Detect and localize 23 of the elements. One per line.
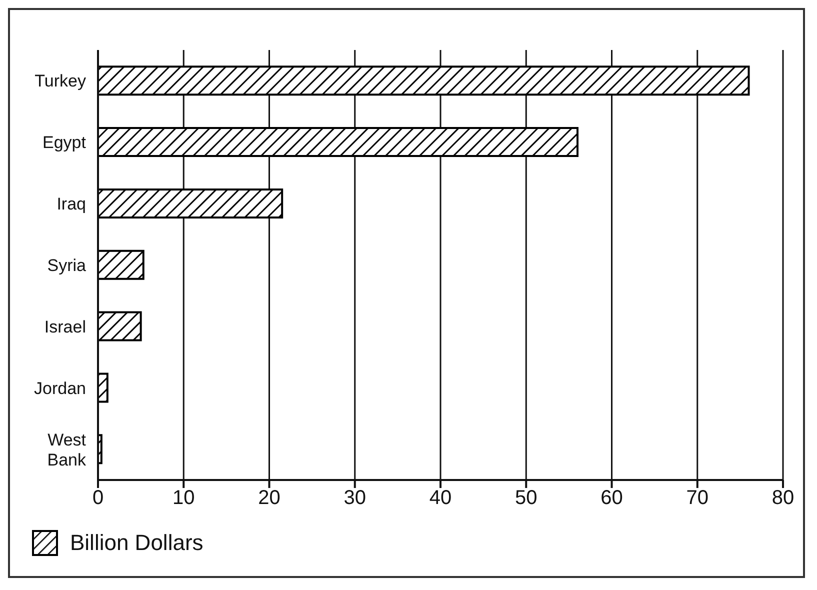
x-tick-label: 80 [772,487,794,510]
y-tick-label: Iraq [56,194,86,214]
y-tick-label: Israel [44,316,86,336]
x-tick-label: 60 [600,487,623,510]
x-tick-label: 30 [344,487,366,510]
y-tick-label: Turkey [34,71,86,90]
bar [98,188,284,218]
bar [98,66,750,96]
y-tick-label: Syria [47,256,87,274]
x-tick-label: 50 [515,487,538,510]
bar [98,250,144,280]
y-tick-label: West Bank [47,430,86,469]
x-tick-label: 40 [429,487,452,510]
x-tick-label: 0 [92,487,104,510]
bar [98,311,142,342]
x-tick-label: 10 [172,487,195,510]
bar [98,127,578,158]
x-tick-label: 70 [686,487,708,510]
x-tick-label: 20 [258,487,280,510]
y-tick-label: Jordan [34,378,86,398]
bar [98,372,108,403]
y-tick-label: Egypt [42,132,86,152]
text: Billion Dollars [70,530,204,556]
